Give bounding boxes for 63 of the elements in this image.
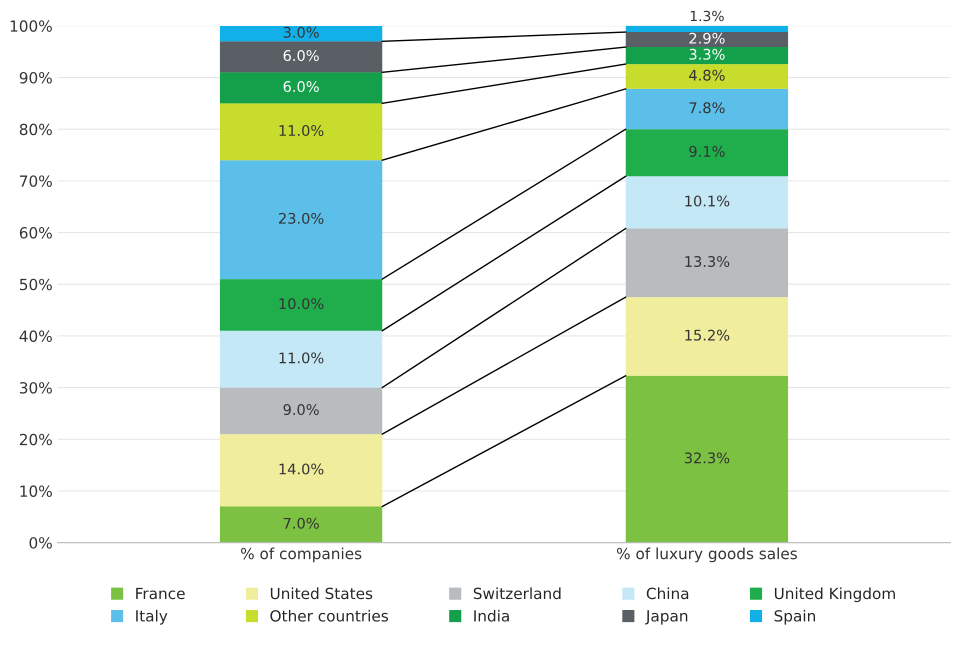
bar	[220, 330, 382, 388]
x-tick-label: % of companies	[240, 548, 362, 562]
bar	[626, 297, 788, 376]
y-tick-label: 50%	[20, 278, 52, 290]
bar	[626, 129, 788, 176]
bar	[220, 72, 382, 104]
legend-label: Spain	[774, 610, 815, 625]
y-tick-label: 0%	[30, 537, 52, 549]
data-label: 4.8%	[689, 70, 725, 81]
bar	[626, 32, 788, 48]
data-label: 3.0%	[284, 26, 319, 38]
data-label: 7.0%	[284, 518, 319, 529]
x-tick-label: % of luxury goods sales	[616, 548, 797, 562]
bar	[220, 434, 382, 506]
data-label: 7.8%	[690, 102, 725, 114]
bar	[626, 88, 788, 130]
data-label: 23.0%	[278, 212, 324, 224]
legend-label: United States	[270, 587, 372, 600]
data-label: 15.2%	[685, 330, 730, 341]
bar	[626, 228, 788, 298]
bar	[220, 506, 382, 543]
data-label: 11.0%	[280, 124, 324, 136]
legend-label: India	[474, 610, 509, 622]
bar	[220, 41, 382, 72]
legend-label: United Kingdom	[774, 587, 895, 602]
y-tick-label: 70%	[20, 175, 52, 187]
data-label: 13.3%	[685, 256, 730, 268]
bar	[220, 388, 382, 434]
data-label: 6.0%	[284, 50, 319, 62]
bar	[220, 279, 382, 331]
y-tick-label: 80%	[20, 124, 52, 136]
data-label: 14.0%	[280, 463, 324, 475]
data-label: 32.3%	[684, 452, 730, 464]
y-tick-label: 20%	[20, 434, 52, 446]
data-label: 1.3%	[690, 10, 724, 22]
legend-label: France	[136, 588, 185, 600]
legend-label: Japan	[645, 610, 688, 625]
bar	[626, 47, 788, 64]
data-label: 6.0%	[284, 81, 319, 92]
bar	[626, 26, 788, 32]
y-tick-label: 10%	[20, 485, 52, 497]
data-label: 10.0%	[280, 298, 324, 310]
data-label: 3.3%	[689, 48, 725, 60]
data-label: 11.0%	[280, 352, 324, 364]
data-label: 9.0%	[283, 404, 319, 416]
y-tick-label: 40%	[20, 330, 52, 342]
bar	[626, 176, 788, 228]
bar	[626, 64, 788, 89]
y-tick-label: 90%	[20, 72, 52, 84]
data-label: 2.9%	[689, 32, 725, 44]
legend-label: Other countries	[270, 610, 388, 622]
data-label: 10.1%	[685, 196, 730, 207]
bar	[220, 26, 382, 42]
y-tick-label: 30%	[20, 382, 52, 394]
y-tick-label: 60%	[20, 227, 52, 239]
bar	[220, 103, 382, 160]
legend-label: Italy	[136, 610, 168, 625]
bar	[220, 160, 382, 280]
bar	[626, 376, 788, 543]
y-tick-label: 100%	[10, 20, 52, 32]
legend-label: China	[646, 587, 688, 600]
legend-label: Switzerland	[474, 587, 561, 600]
data-label: 9.1%	[689, 146, 725, 157]
